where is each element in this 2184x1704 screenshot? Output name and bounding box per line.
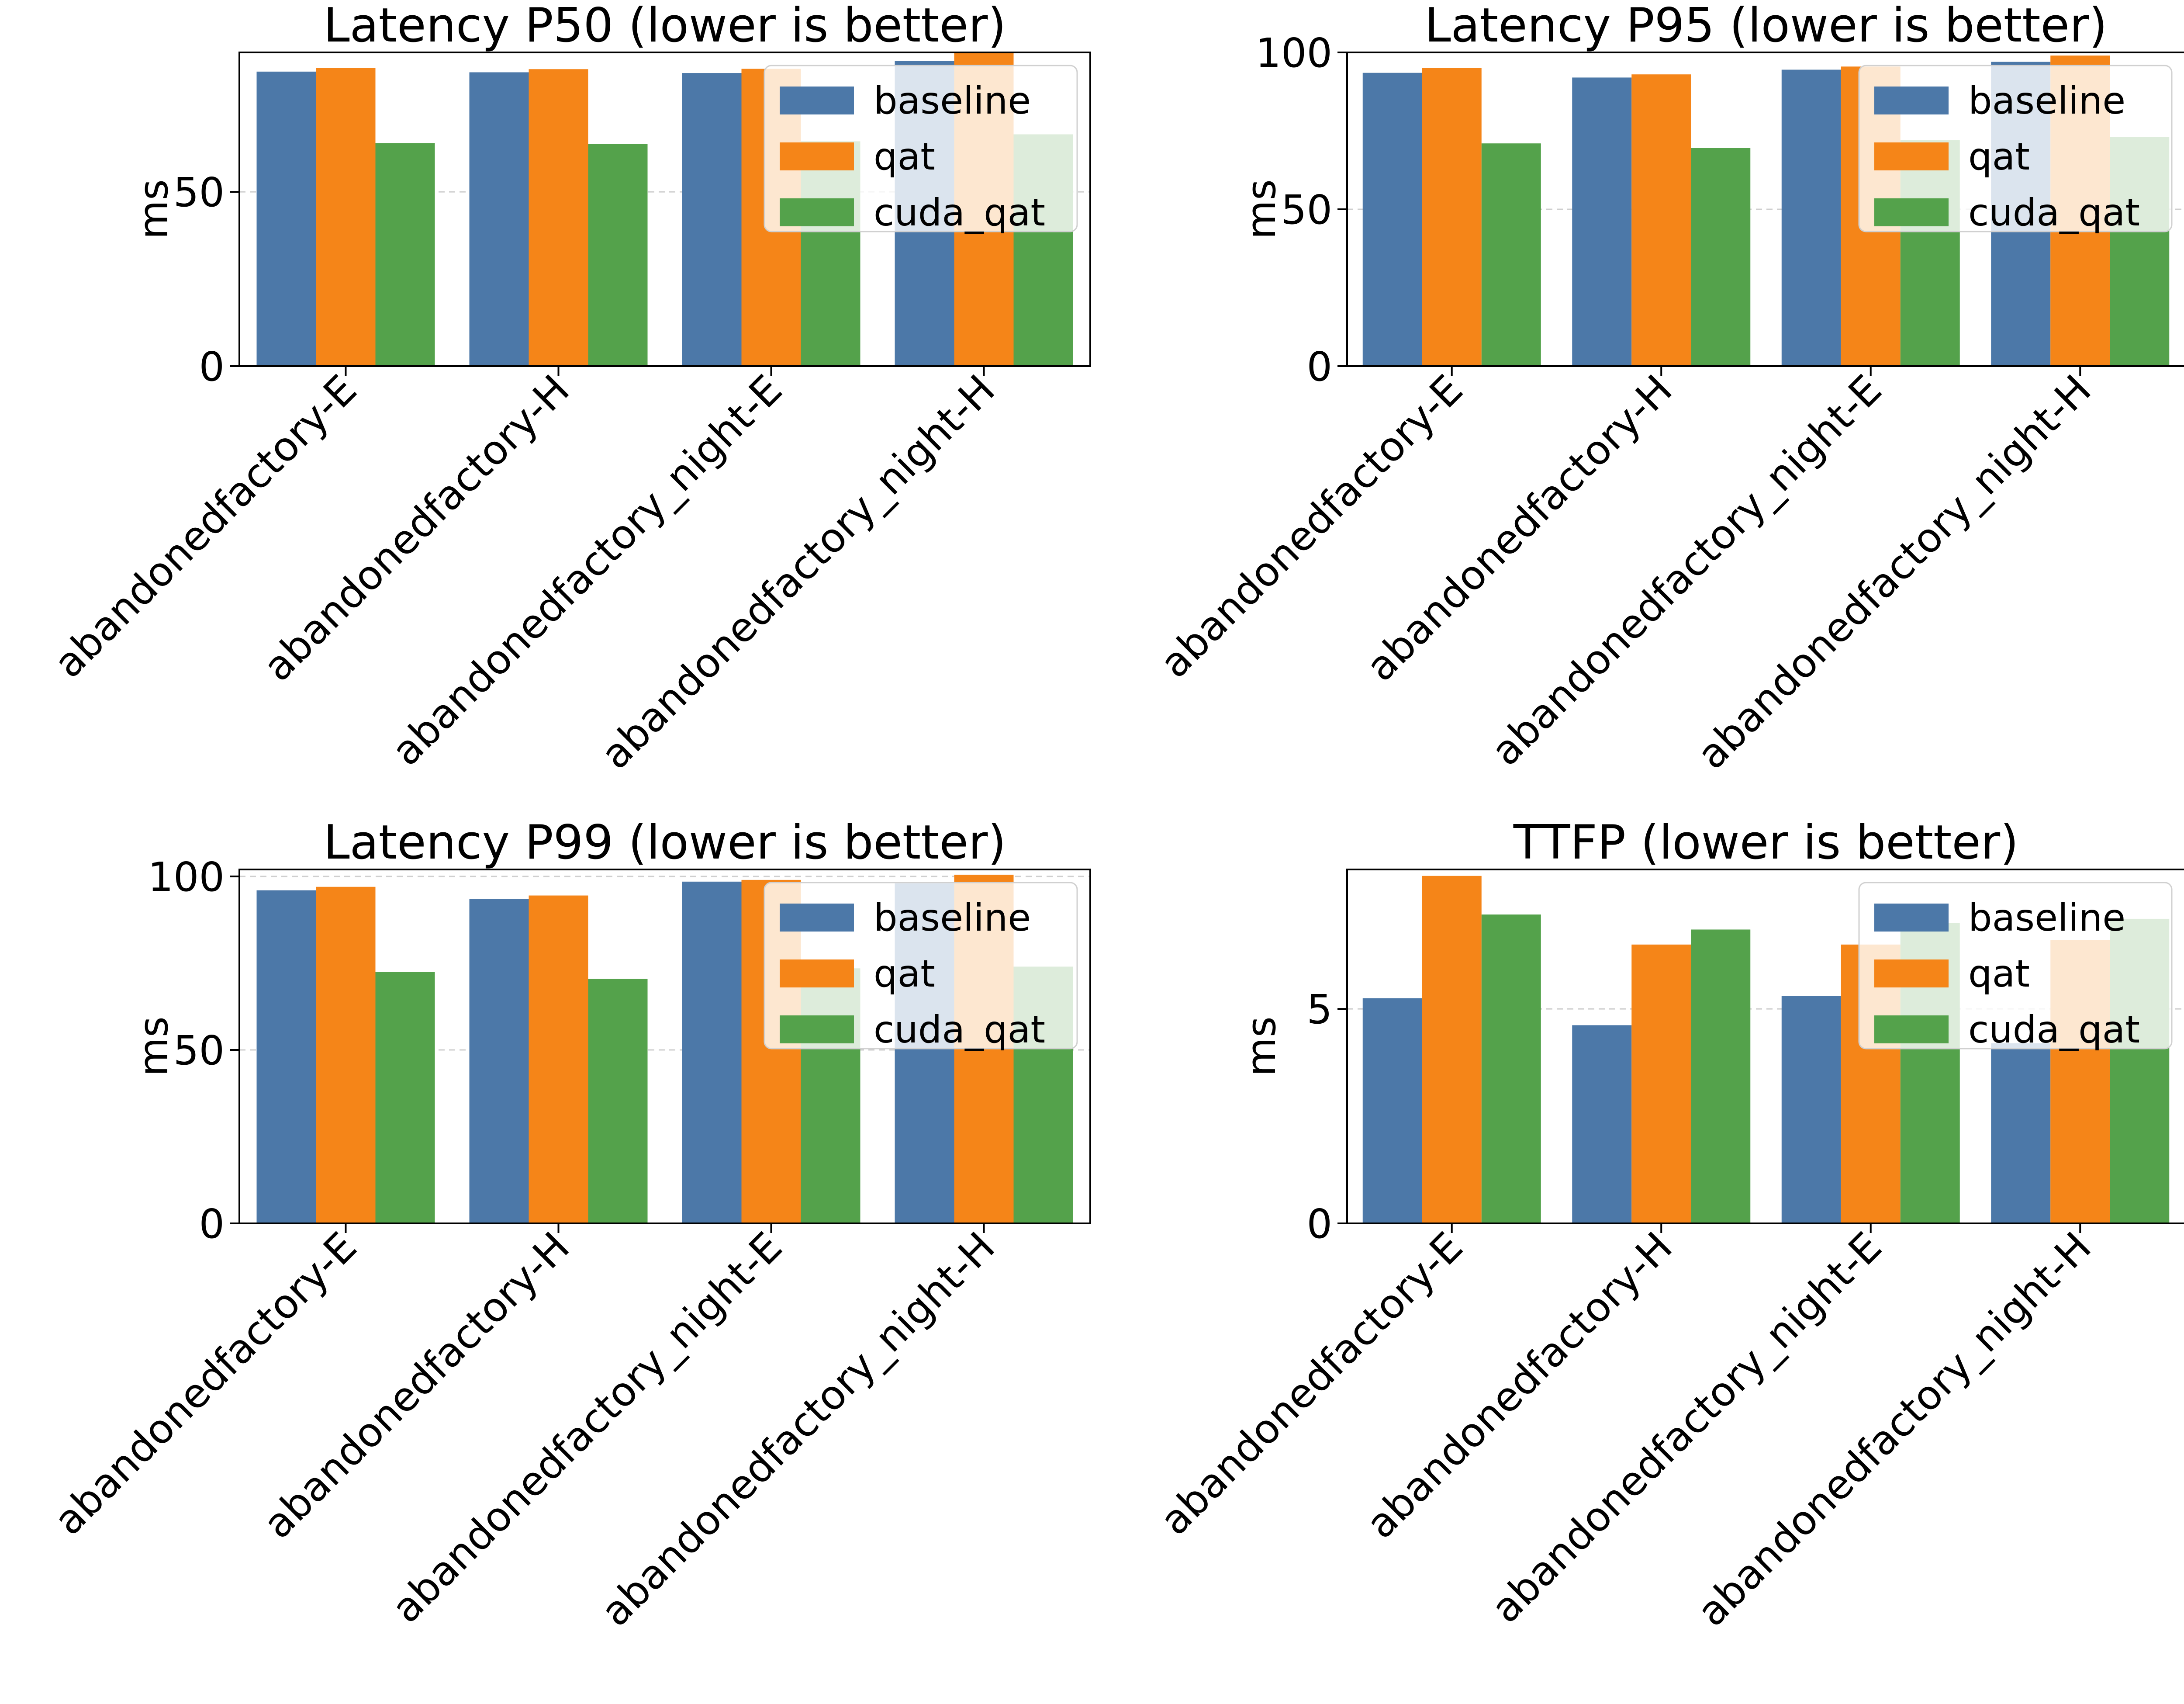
bar-baseline-1 — [256, 71, 316, 366]
legend-swatch-cuda_qat — [780, 1015, 854, 1043]
bar-qat-2 — [529, 895, 588, 1223]
y-axis-label: ms — [130, 1016, 177, 1077]
bar-cuda_qat-1 — [1481, 914, 1541, 1223]
legend-swatch-cuda_qat — [1874, 1015, 1949, 1043]
legend-swatch-baseline — [780, 87, 854, 114]
bar-baseline-2 — [1572, 1025, 1632, 1223]
x-tick-label: abandonedfactory_night-E — [383, 1223, 791, 1632]
chart-panel-3: 050100abandonedfactory-Eabandonedfactory… — [45, 815, 1091, 1635]
bar-cuda_qat-2 — [1691, 148, 1751, 366]
bar-qat-2 — [1631, 74, 1691, 366]
x-tick-label: abandonedfactory_night-H — [1688, 366, 2100, 778]
y-tick-label: 100 — [1255, 30, 1332, 76]
legend: baseline qat cuda_qat — [1858, 882, 2173, 1052]
x-tick-label: abandonedfactory_night-H — [592, 1223, 1004, 1635]
x-tick-label: abandonedfactory_night-E — [1482, 366, 1890, 775]
bar-qat-1 — [1422, 68, 1482, 366]
y-axis-label: ms — [1238, 179, 1285, 239]
legend-swatch-baseline — [780, 904, 854, 932]
bar-cuda_qat-2 — [1691, 929, 1751, 1223]
bar-cuda_qat-1 — [375, 143, 435, 366]
legend-swatch-qat — [780, 959, 854, 987]
y-axis-label: ms — [1238, 1016, 1285, 1077]
bar-baseline-3 — [682, 73, 742, 366]
y-tick-label: 50 — [173, 1027, 225, 1074]
y-tick-label: 0 — [199, 343, 225, 390]
bar-baseline-4 — [1991, 1043, 2051, 1223]
bar-baseline-1 — [1362, 998, 1422, 1223]
x-tick-label: abandonedfactory_night-E — [383, 366, 791, 775]
legend-label-qat: qat — [1968, 135, 2030, 179]
legend-swatch-cuda_qat — [1874, 198, 1949, 226]
legend-label-cuda_qat: cuda_qat — [1968, 1008, 2140, 1052]
chart-title: Latency P50 (lower is better) — [323, 0, 1006, 53]
y-tick-label: 5 — [1306, 986, 1332, 1033]
legend-label-qat: qat — [874, 952, 935, 996]
y-axis-label: ms — [130, 179, 177, 239]
legend: baseline qat cuda_qat — [1858, 65, 2173, 235]
legend: baseline qat cuda_qat — [764, 65, 1078, 235]
legend: baseline qat cuda_qat — [764, 882, 1078, 1052]
bar-qat-2 — [1631, 944, 1691, 1223]
legend-swatch-qat — [1874, 142, 1949, 170]
bar-cuda_qat-1 — [1481, 143, 1541, 366]
bar-cuda_qat-2 — [588, 144, 648, 366]
axes-frame — [1346, 869, 2184, 1224]
legend-swatch-baseline — [1874, 904, 1949, 932]
x-tick-label: abandonedfactory_night-E — [1482, 1223, 1890, 1632]
legend-label-qat: qat — [1968, 952, 2030, 996]
bar-baseline-2 — [469, 72, 529, 366]
chart-title: TTFP (lower is better) — [1513, 815, 2019, 870]
axes-frame — [238, 52, 1091, 367]
y-tick-label: 0 — [1306, 1201, 1332, 1247]
bar-baseline-3 — [682, 881, 742, 1223]
bar-qat-2 — [529, 69, 588, 366]
axes-frame — [238, 869, 1091, 1224]
chart-title: Latency P99 (lower is better) — [323, 815, 1006, 870]
bar-baseline-3 — [1781, 996, 1841, 1223]
y-tick-label: 50 — [173, 169, 225, 216]
y-tick-label: 100 — [148, 854, 225, 900]
legend-label-cuda_qat: cuda_qat — [1968, 191, 2140, 235]
legend-label-baseline: baseline — [874, 896, 1031, 940]
bar-baseline-1 — [256, 890, 316, 1223]
legend-swatch-baseline — [1874, 87, 1949, 114]
y-tick-label: 0 — [199, 1201, 225, 1247]
bar-qat-1 — [316, 887, 376, 1223]
bar-baseline-2 — [1572, 77, 1632, 366]
bar-baseline-2 — [469, 899, 529, 1223]
x-tick-label: abandonedfactory_night-H — [592, 366, 1004, 778]
bar-qat-1 — [316, 68, 376, 366]
y-tick-label: 0 — [1306, 343, 1332, 390]
y-tick-label: 50 — [1281, 187, 1332, 233]
bar-cuda_qat-1 — [375, 972, 435, 1223]
chart-panel-1: 050abandonedfactory-Eabandonedfactory-Ha… — [45, 0, 1091, 778]
legend-swatch-qat — [780, 142, 854, 170]
chart-panel-4: 05abandonedfactory-Eabandonedfactory-Hab… — [1151, 815, 2184, 1635]
bar-baseline-3 — [1781, 69, 1841, 367]
legend-label-baseline: baseline — [1968, 896, 2125, 940]
chart-panel-2: 050100abandonedfactory-Eabandonedfactory… — [1151, 0, 2184, 778]
bar-baseline-1 — [1362, 73, 1422, 367]
bar-qat-1 — [1422, 876, 1482, 1223]
legend-label-baseline: baseline — [874, 79, 1031, 123]
x-tick-label: abandonedfactory_night-H — [1688, 1223, 2100, 1635]
legend-label-baseline: baseline — [1968, 79, 2125, 123]
legend-label-qat: qat — [874, 135, 935, 179]
legend-swatch-cuda_qat — [780, 198, 854, 226]
chart-title: Latency P95 (lower is better) — [1424, 0, 2107, 53]
legend-label-cuda_qat: cuda_qat — [874, 1008, 1045, 1052]
legend-swatch-qat — [1874, 959, 1949, 987]
bar-cuda_qat-2 — [588, 979, 648, 1223]
legend-label-cuda_qat: cuda_qat — [874, 191, 1045, 235]
